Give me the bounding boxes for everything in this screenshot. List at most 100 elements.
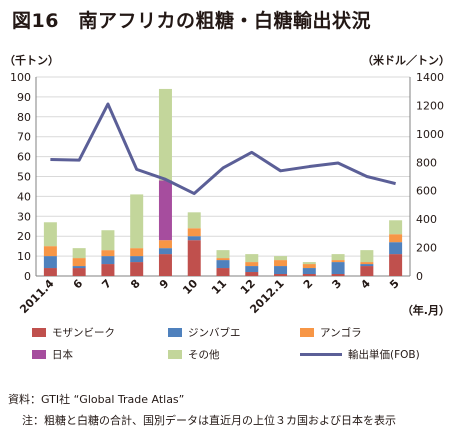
bar-segment — [331, 254, 345, 261]
bar-segment — [72, 268, 86, 276]
legend-swatch — [300, 328, 314, 337]
bar-segment — [130, 194, 144, 249]
bar-segment — [331, 262, 345, 275]
bar-segment — [216, 250, 230, 259]
bar-segment — [43, 246, 57, 257]
bar-segment — [245, 262, 259, 267]
legend-item-zimbabwe: ジンバブエ — [168, 325, 241, 340]
y2-tick-label: 1200 — [416, 99, 444, 112]
bar-segment — [72, 258, 86, 267]
x-axis-unit: （年.月） — [402, 303, 450, 317]
export-price-line — [50, 102, 396, 196]
y2-tick-label: 600 — [416, 185, 437, 198]
bar-segment — [389, 242, 403, 255]
bar-segment — [130, 248, 144, 257]
legend-label: 日本 — [52, 349, 73, 361]
legend-swatch — [32, 328, 46, 337]
bar-segment — [302, 262, 316, 265]
chart-canvas: 0102030405060708090100020040060080010001… — [4, 53, 450, 317]
x-tick-label: 12 — [238, 277, 258, 297]
legend-label: その他 — [188, 349, 220, 361]
left-axis-unit: （千トン） — [4, 53, 59, 67]
bar-segment — [331, 260, 345, 263]
y-tick-label: 90 — [17, 91, 31, 104]
x-tick-label: 4 — [358, 277, 373, 292]
bar-segment — [274, 260, 288, 267]
bar-segment — [216, 258, 230, 261]
y-tick-label: 50 — [17, 171, 31, 184]
bar-segment — [360, 262, 374, 265]
bar-segment — [158, 88, 172, 181]
bar-segment — [158, 254, 172, 276]
y-tick-label: 10 — [17, 250, 31, 263]
right-axis-unit: （米ドル／トン） — [362, 53, 450, 67]
bar-segment — [101, 230, 115, 251]
legend-item-mozambique: モザンビーク — [32, 325, 115, 340]
x-tick-label: 2 — [301, 277, 316, 292]
bar-segment — [43, 268, 57, 276]
bar-segment — [302, 274, 316, 276]
legend-item-export-price: 輸出単価(FOB) — [300, 347, 420, 362]
legend-line-swatch — [300, 353, 342, 356]
chart-title: 図16 南アフリカの粗糖・白糖輸出状況 — [12, 10, 371, 32]
x-tick-label: 9 — [157, 277, 172, 292]
y2-tick-label: 800 — [416, 156, 437, 169]
legend-swatch — [168, 350, 182, 359]
bar-segment — [360, 250, 374, 263]
x-tick-label: 11 — [209, 277, 229, 297]
bar-segment — [274, 266, 288, 275]
y-tick-label: 60 — [17, 151, 31, 164]
x-tick-label: 7 — [99, 277, 114, 292]
bar-segment — [72, 266, 86, 269]
bar-segment — [101, 264, 115, 276]
bar-segment — [187, 228, 201, 237]
footnote: 注：粗糖と白糖の合計、国別データは直近月の上位３カ国および日本を表示 — [22, 414, 396, 427]
bar-segment — [43, 256, 57, 269]
legend-item-japan: 日本 — [32, 347, 73, 362]
bar-segment — [245, 266, 259, 273]
legend-swatch — [168, 328, 182, 337]
bar-segment — [274, 274, 288, 276]
bar-segment — [389, 254, 403, 276]
y2-tick-label: 1000 — [416, 128, 444, 141]
y-tick-label: 30 — [17, 210, 31, 223]
bar-segment — [130, 262, 144, 276]
x-tick-label: 6 — [71, 277, 86, 292]
bar-segment — [158, 240, 172, 249]
y-tick-label: 40 — [17, 190, 31, 203]
x-tick-label: 5 — [387, 277, 402, 292]
bar-segment — [72, 248, 86, 259]
y2-tick-label: 0 — [416, 270, 423, 283]
y-tick-label: 0 — [24, 270, 31, 283]
bar-segment — [245, 254, 259, 263]
bar-segment — [302, 264, 316, 269]
y2-tick-label: 1400 — [416, 71, 444, 84]
bar-segment — [216, 260, 230, 269]
bar-segment — [187, 236, 201, 241]
legend-swatch — [32, 350, 46, 359]
x-tick-label: 3 — [330, 277, 345, 292]
bar-segment — [101, 250, 115, 257]
bar-segment — [158, 180, 172, 241]
bar-segment — [43, 222, 57, 247]
bar-segment — [245, 272, 259, 276]
bar-segment — [360, 266, 374, 276]
bar-segment — [187, 240, 201, 276]
y-tick-label: 70 — [17, 131, 31, 144]
bar-segment — [101, 256, 115, 265]
bar-segment — [274, 256, 288, 261]
bar-segment — [130, 256, 144, 263]
legend-label: モザンビーク — [52, 327, 115, 339]
bar-segment — [389, 220, 403, 235]
bar-segment — [389, 234, 403, 243]
y-tick-label: 100 — [10, 71, 31, 84]
bar-segment — [360, 264, 374, 267]
legend-label: 輸出単価(FOB) — [348, 349, 420, 361]
bar-segment — [302, 268, 316, 275]
legend-label: アンゴラ — [320, 327, 362, 339]
y2-tick-label: 400 — [416, 213, 437, 226]
y-tick-label: 80 — [17, 111, 31, 124]
bar-segment — [216, 268, 230, 276]
bar-segment — [187, 212, 201, 229]
bar-segment — [158, 248, 172, 255]
